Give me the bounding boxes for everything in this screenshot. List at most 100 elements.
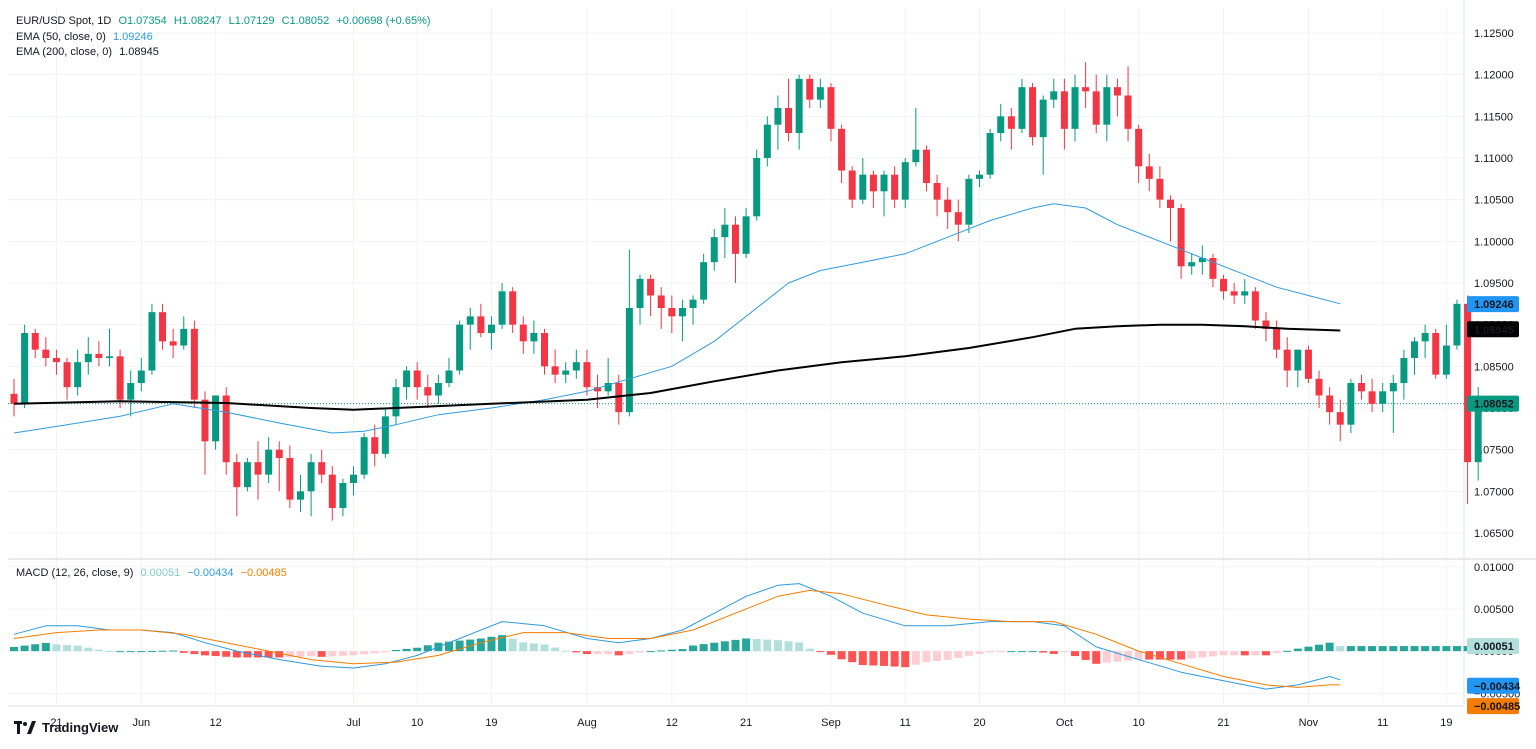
macd-histogram-bar — [1315, 644, 1324, 652]
candle-up — [434, 383, 442, 396]
candle-up — [965, 178, 973, 225]
candle-up — [307, 462, 315, 492]
macd-histogram-bar — [63, 645, 72, 652]
macd-histogram-bar — [84, 647, 93, 652]
candle-up — [774, 108, 782, 125]
macd-histogram-bar — [1049, 651, 1058, 654]
legend-macd: MACD (12, 26, close, 9) 0.00051 −0.00434… — [16, 566, 291, 580]
macd-histogram-bar — [1251, 651, 1260, 656]
candle-up — [721, 224, 729, 238]
candle-up — [350, 474, 358, 483]
macd-histogram-bar — [1071, 651, 1079, 657]
macd-histogram-bar — [614, 651, 623, 656]
legend-macd-line-value: −0.00434 — [187, 567, 234, 579]
candle-down — [785, 108, 793, 133]
macd-histogram-bar — [869, 651, 878, 666]
macd-histogram-bar — [880, 651, 889, 666]
candle-down — [1230, 291, 1238, 296]
candle-down — [933, 183, 941, 200]
candle-down — [1113, 87, 1121, 96]
macd-histogram-bar — [222, 651, 231, 657]
macd-histogram-bar — [200, 651, 209, 656]
legend-ema200-value: 1.08945 — [119, 46, 159, 58]
candle-down — [1336, 412, 1344, 425]
price-tick-label: 1.10000 — [1474, 236, 1514, 248]
candle-down — [190, 328, 198, 400]
candle-up — [243, 462, 251, 488]
candle-up — [1389, 383, 1397, 392]
candle-up — [105, 356, 113, 358]
candle-up — [880, 174, 888, 192]
candle-up — [678, 308, 686, 317]
macd-histogram-bar — [773, 640, 782, 652]
macd-histogram-bar — [572, 651, 581, 653]
candle-up — [1400, 358, 1408, 383]
candle-down — [594, 387, 602, 392]
macd-histogram-bar — [646, 651, 655, 653]
macd-histogram-bar — [954, 651, 963, 658]
macd-histogram-bar — [1187, 651, 1196, 659]
candle-down — [95, 353, 103, 358]
candle-up — [487, 324, 495, 333]
candle-up — [296, 491, 304, 500]
candle-down — [583, 362, 591, 388]
macd-histogram-bar — [752, 639, 761, 652]
candle-down — [731, 224, 739, 254]
macd-histogram-bar — [20, 645, 29, 652]
macd-histogram-bar — [137, 651, 146, 653]
candle-up — [700, 262, 708, 300]
macd-histogram-bar — [73, 645, 82, 652]
macd-histogram-bar — [94, 649, 103, 652]
candle-up — [1347, 383, 1355, 425]
macd-histogram-bar — [232, 651, 241, 658]
candle-down — [1357, 383, 1365, 392]
macd-histogram-bar — [10, 646, 18, 652]
candle-down — [1029, 87, 1037, 138]
macd-histogram-bar — [795, 642, 804, 652]
macd-histogram-bar — [31, 644, 40, 652]
macd-histogram-bar — [1039, 651, 1048, 653]
macd-histogram-bar — [1378, 646, 1387, 652]
price-tick-label: 1.12000 — [1474, 70, 1514, 82]
time-tick-label: Sep — [821, 717, 841, 729]
macd-histogram-bar — [837, 651, 846, 660]
macd-tick-label: 0.01000 — [1474, 562, 1514, 574]
candle-up — [710, 237, 718, 263]
macd-histogram-bar — [561, 650, 570, 652]
macd-histogram-bar — [890, 651, 899, 667]
candle-down — [63, 362, 71, 388]
macd-histogram-bar — [328, 651, 337, 657]
candle-down — [159, 312, 167, 342]
logo-text: TradingView — [42, 720, 119, 735]
price-tick-label: 1.07500 — [1474, 445, 1514, 457]
candle-up — [689, 299, 697, 308]
candle-up — [1103, 87, 1111, 125]
candle-up — [912, 149, 920, 163]
candle-down — [848, 170, 856, 200]
macd-histogram-bar — [1177, 651, 1186, 660]
macd-histogram-bar — [1261, 651, 1270, 656]
candle-down — [541, 333, 548, 367]
macd-histogram-bar — [1431, 646, 1440, 652]
macd-histogram-bar — [147, 650, 156, 652]
tradingview-logo[interactable]: TradingView — [14, 720, 118, 735]
time-tick-label: Jul — [346, 717, 360, 729]
candle-down — [42, 349, 50, 358]
macd-hist-badge-bg — [1467, 638, 1519, 655]
candle-down — [1060, 91, 1068, 129]
macd-histogram-bar — [540, 644, 549, 652]
macd-histogram-bar — [826, 651, 835, 655]
macd-histogram-bar — [996, 651, 1005, 653]
macd-histogram-bar — [402, 648, 411, 652]
candle-down — [1166, 199, 1174, 208]
time-tick-label: 12 — [209, 717, 221, 729]
candle-down — [827, 87, 835, 129]
candle-down — [509, 291, 517, 325]
macd-histogram-bar — [689, 645, 698, 652]
price-tick-label: 1.12500 — [1474, 28, 1514, 40]
macd-line-badge: −0.00434 — [1474, 681, 1521, 693]
legend-close: C1.08052 — [281, 15, 330, 27]
macd-histogram-bar — [307, 651, 316, 657]
